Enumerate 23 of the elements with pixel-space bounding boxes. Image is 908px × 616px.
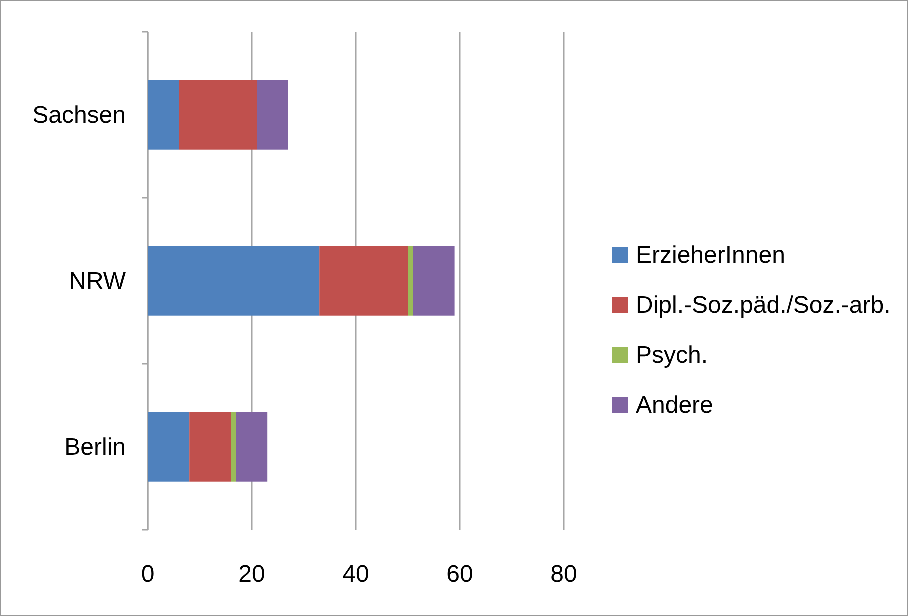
bar xyxy=(413,246,455,316)
x-tick-label: 20 xyxy=(238,561,266,588)
bar xyxy=(148,412,190,482)
bar xyxy=(231,412,236,482)
legend-label: Psych. xyxy=(636,342,708,369)
x-tick-label: 80 xyxy=(550,561,578,588)
bar xyxy=(320,246,408,316)
bar xyxy=(236,412,268,482)
x-tick-label: 60 xyxy=(446,561,474,588)
x-tick-label: 40 xyxy=(342,561,370,588)
legend-label: ErzieherInnen xyxy=(636,242,786,269)
y-tick-label: NRW xyxy=(69,268,126,295)
bar xyxy=(148,246,320,316)
bar xyxy=(257,80,288,150)
legend-label: Dipl.-Soz.päd./Soz.-arb. xyxy=(636,292,891,319)
bar xyxy=(179,80,258,150)
bar xyxy=(148,80,180,150)
y-tick-label: Berlin xyxy=(64,434,126,461)
legend-label: Andere xyxy=(636,392,714,419)
bar xyxy=(190,412,232,482)
x-tick-label: 0 xyxy=(141,561,155,588)
y-tick-label: Sachsen xyxy=(32,102,126,129)
bar xyxy=(408,246,414,316)
